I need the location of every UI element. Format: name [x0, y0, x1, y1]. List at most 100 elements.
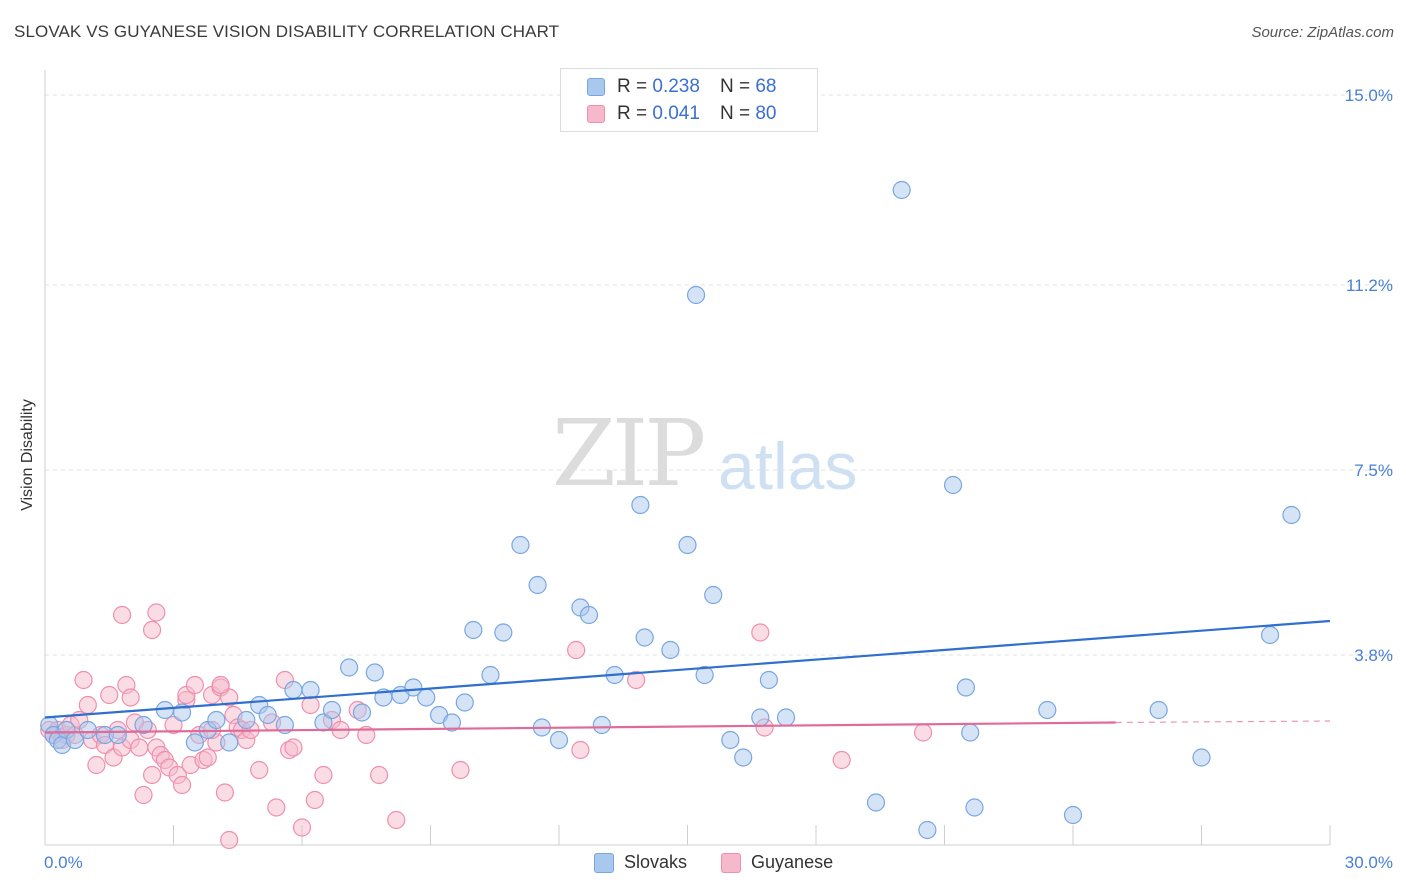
bottom-legend-slovaks[interactable]: Slovaks — [594, 852, 687, 873]
bottom-legend-swatch-slovaks — [594, 852, 614, 873]
slovaks-point — [481, 665, 500, 685]
slovaks-point — [918, 820, 937, 840]
y-tick-label: 15.0% — [1345, 86, 1393, 105]
guyanese-point — [751, 623, 770, 642]
guyanese-point — [832, 750, 851, 770]
slovaks-point — [943, 475, 963, 495]
guyanese-point — [571, 740, 590, 760]
guyanese-point — [121, 688, 140, 707]
slovaks-point — [417, 688, 436, 707]
slovaks-point — [404, 678, 423, 697]
guyanese-point — [220, 830, 239, 850]
source-label: Source: ZipAtlas.com — [1251, 24, 1394, 41]
guyanese-point — [567, 640, 586, 660]
slovaks-point — [207, 710, 226, 730]
legend-row-slovaks: R = 0.238 N = 68 — [587, 75, 776, 99]
slovaks-point — [635, 628, 654, 647]
legend-n-value: 80 — [755, 103, 777, 124]
y-tick-label: 7.5% — [1354, 461, 1393, 480]
slovaks-point — [108, 725, 127, 745]
guyanese-point — [451, 760, 470, 780]
slovaks-point — [1149, 700, 1168, 720]
guyanese-point — [626, 670, 646, 690]
slovaks-point — [528, 575, 547, 595]
guyanese-point — [130, 738, 149, 757]
y-tick-label: 11.2% — [1346, 276, 1393, 295]
watermark-zip: ZIP — [552, 400, 706, 507]
legend-n-label: N = — [719, 103, 751, 124]
slovaks-point — [284, 680, 303, 700]
guyanese-point — [913, 723, 933, 742]
guyanese-point — [305, 790, 324, 810]
guyanese-trend-extension — [1115, 720, 1331, 724]
guyanese-point — [357, 725, 376, 745]
bottom-legend-guyanese[interactable]: Guyanese — [721, 852, 833, 873]
guyanese-point — [387, 810, 406, 830]
guyanese-point — [314, 765, 333, 785]
guyanese-point — [292, 818, 312, 837]
x-tick-label: 0.0% — [44, 853, 83, 872]
guyanese-point — [172, 775, 192, 795]
slovaks-point — [721, 730, 740, 750]
legend: R = 0.238 N = 68 R = 0.041 N = 80 — [560, 68, 818, 132]
slovaks-point — [301, 680, 320, 700]
guyanese-point — [164, 715, 183, 735]
guyanese-point — [112, 605, 132, 625]
slovaks-point — [78, 720, 97, 740]
slovaks-point — [1282, 505, 1301, 525]
slovaks-point — [678, 535, 697, 555]
guyanese-point — [198, 748, 217, 767]
slovaks-point — [892, 180, 911, 200]
guyanese-point — [100, 685, 119, 705]
slovaks-point — [866, 793, 886, 812]
guyanese-point — [267, 798, 286, 817]
slovaks-point — [322, 700, 342, 720]
guyanese-point — [370, 765, 389, 785]
guyanese-point — [74, 670, 93, 690]
slovaks-point — [751, 708, 770, 727]
slovaks-point — [695, 665, 714, 685]
legend-row-guyanese: R = 0.041 N = 80 — [587, 102, 776, 126]
slovaks-point — [965, 798, 984, 817]
trend-lines — [44, 619, 1331, 734]
slovaks-point — [549, 730, 569, 750]
legend-r-value: 0.041 — [652, 103, 700, 124]
slovaks-point — [776, 708, 796, 727]
bottom-legend-swatch-guyanese — [721, 852, 742, 873]
slovaks-point — [961, 723, 980, 742]
guyanese-point — [87, 755, 106, 775]
bottom-legend-label-guyanese: Guyanese — [751, 852, 834, 872]
slovaks-point — [365, 663, 384, 682]
legend-r-label: R = — [617, 76, 648, 97]
slovaks-point — [455, 693, 474, 712]
slovaks-point — [631, 495, 650, 515]
slovaks-point — [1260, 625, 1280, 645]
slovaks-point — [237, 710, 256, 730]
slovaks-point — [579, 605, 599, 625]
x-tick-label: 30.0% — [1345, 853, 1393, 872]
bottom-legend: Slovaks Guyanese — [594, 852, 867, 873]
slovaks-point — [956, 678, 976, 697]
tick-labels: 3.8% 7.5% 11.2% 15.0% 0.0% 30.0% — [44, 86, 1393, 872]
slovaks-point — [686, 285, 706, 305]
slovaks-point — [464, 620, 483, 640]
guyanese-trend-line — [44, 721, 1116, 734]
guyanese-point — [147, 603, 166, 622]
slovaks-point — [704, 585, 723, 605]
guyanese-point — [78, 695, 97, 715]
slovaks-points — [40, 180, 1301, 840]
guyanese-point — [211, 675, 230, 695]
slovaks-point — [592, 715, 611, 735]
gridlines — [45, 94, 1395, 656]
guyanese-point — [250, 760, 269, 780]
guyanese-point — [142, 765, 162, 785]
slovaks-point — [759, 670, 778, 690]
slovaks-trend-line — [44, 619, 1331, 719]
guyanese-point — [185, 675, 205, 695]
axes — [44, 70, 1331, 846]
watermark-atlas: atlas — [718, 429, 858, 503]
slovaks-point — [185, 733, 205, 752]
slovaks-point — [494, 623, 513, 642]
slovaks-point — [1192, 748, 1211, 767]
